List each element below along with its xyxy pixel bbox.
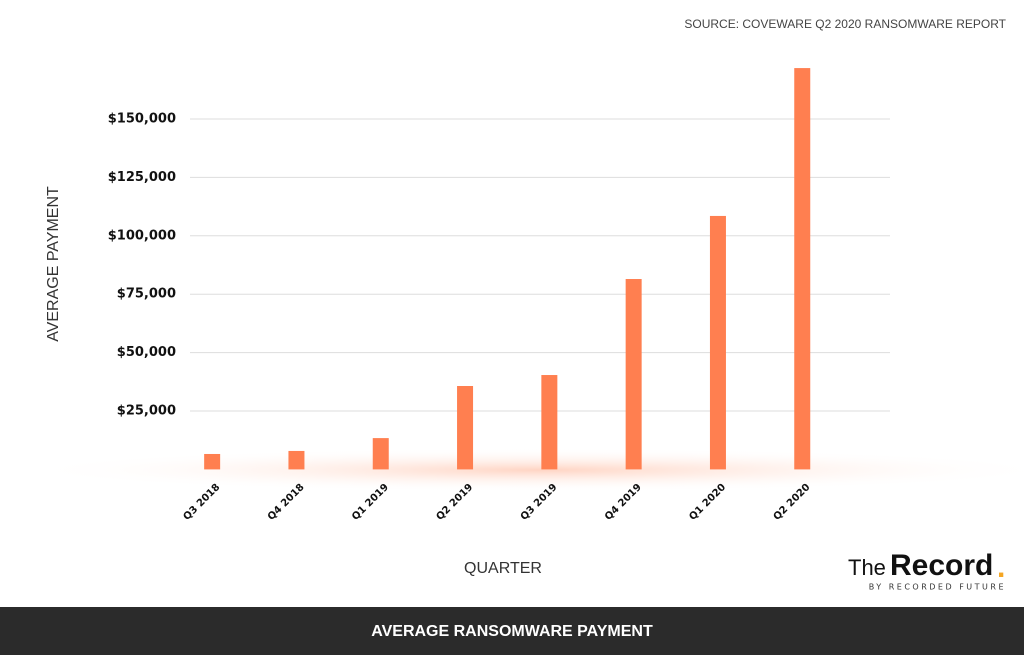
x-axis-label: QUARTER [464,560,542,577]
logo-the: The [848,555,886,580]
logo-record: Record [890,549,993,582]
y-tick-label: $150,000 [108,112,176,127]
bar [709,215,726,470]
logo: The Record . BY RECORDED FUTURE [848,549,1006,592]
bar [794,68,811,470]
y-tick-label: $50,000 [117,345,176,360]
footer-bar [0,607,1024,655]
logo-dot: . [997,551,1005,584]
y-tick-label: $25,000 [117,404,176,419]
bar [625,279,642,470]
x-tick-label: Q3 2018 [182,482,223,523]
y-axis-label: AVERAGE PAYMENT [45,186,62,342]
baseline-glow [20,448,1024,492]
logo-tagline: BY RECORDED FUTURE [869,583,1006,592]
y-tick-label: $125,000 [108,170,176,185]
bar [204,453,221,470]
bar [288,450,305,470]
bar [372,438,389,470]
y-tick-label: $100,000 [108,228,176,243]
y-tick-label: $75,000 [117,287,176,302]
bar [457,386,474,470]
chart-title: AVERAGE RANSOMWARE PAYMENT [371,623,653,640]
source: SOURCE: COVEWARE Q2 2020 RANSOMWARE REPO… [684,17,1006,31]
bar [541,375,558,470]
